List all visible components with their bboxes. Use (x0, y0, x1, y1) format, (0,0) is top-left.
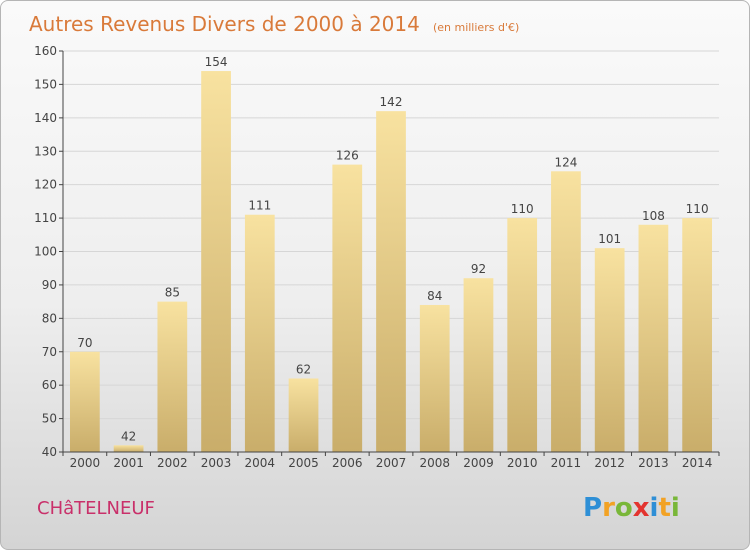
data-label: 92 (471, 262, 486, 276)
commune-name: CHâTELNEUF (37, 498, 155, 519)
y-tick-label: 80 (42, 311, 57, 325)
x-tick-label: 2004 (245, 456, 276, 470)
x-tick-label: 2007 (376, 456, 407, 470)
bar-2007 (376, 111, 406, 453)
y-tick-label: 60 (42, 378, 57, 392)
data-label: 84 (427, 289, 442, 303)
x-tick-label: 2009 (463, 456, 494, 470)
y-tick-label: 120 (34, 178, 57, 192)
y-tick-label: 40 (42, 445, 57, 459)
chart-title-main: Autres Revenus Divers de 2000 à 2014 (29, 12, 420, 36)
data-label: 111 (248, 199, 271, 213)
bar-2005 (288, 378, 319, 452)
data-label: 108 (642, 209, 665, 223)
data-label: 110 (686, 202, 709, 216)
data-label: 70 (77, 336, 92, 350)
x-tick-label: 2010 (507, 456, 538, 470)
data-labels: 70 42 85 154 111 62 126 142 84 92 110 124 101 108 110 (77, 55, 708, 443)
data-label: 42 (121, 429, 136, 443)
svg-text:Proxiti: Proxiti (583, 493, 680, 523)
x-tick-label: 2013 (638, 456, 669, 470)
chart-title-unit: (en milliers d'€) (433, 21, 519, 34)
x-tick-label: 2006 (332, 456, 363, 470)
y-tick-label: 90 (42, 278, 57, 292)
bar-2010 (507, 218, 538, 452)
bar-2008 (419, 304, 450, 452)
data-label: 124 (554, 155, 577, 169)
x-tick-label: 2008 (419, 456, 450, 470)
data-label: 101 (598, 232, 621, 246)
proxiti-logo[interactable]: Proxiti (583, 493, 680, 523)
data-label: 154 (205, 55, 228, 69)
x-tick-label: 2001 (113, 456, 144, 470)
data-label: 110 (511, 202, 534, 216)
x-tick-label: 2012 (594, 456, 625, 470)
y-tick-label: 70 (42, 345, 57, 359)
bars (69, 71, 713, 453)
data-label: 126 (336, 149, 359, 163)
x-tick-label: 2003 (201, 456, 232, 470)
bar-2001 (113, 445, 144, 452)
y-tick-label: 150 (34, 77, 57, 91)
bar-2000 (69, 351, 100, 452)
bar-2003 (201, 71, 231, 453)
data-label: 142 (380, 95, 403, 109)
x-tick-label: 2002 (157, 456, 188, 470)
bar-2004 (244, 214, 275, 452)
data-label: 85 (165, 286, 180, 300)
y-tick-label: 110 (34, 211, 57, 225)
axes: 40 50 60 70 80 90 100 110 120 130 140 150 160 2000 200… (34, 44, 720, 470)
x-tick-label: 2005 (288, 456, 319, 470)
bar-2009 (463, 278, 494, 452)
bar-2012 (594, 248, 625, 452)
bar-2006 (332, 164, 363, 452)
bar-2011 (551, 171, 581, 453)
x-tick-label: 2014 (682, 456, 713, 470)
bar-2002 (157, 301, 188, 452)
y-tick-label: 50 (42, 412, 57, 426)
bar-2013 (638, 224, 669, 452)
chart-title: Autres Revenus Divers de 2000 à 2014 (en… (29, 12, 519, 36)
data-label: 62 (296, 362, 311, 376)
bar-2014 (682, 218, 713, 452)
y-tick-label: 100 (34, 245, 57, 259)
y-tick-label: 160 (34, 44, 57, 58)
y-tick-label: 130 (34, 144, 57, 158)
x-tick-label: 2000 (70, 456, 101, 470)
y-tick-label: 140 (34, 111, 57, 125)
x-tick-label: 2011 (551, 456, 582, 470)
